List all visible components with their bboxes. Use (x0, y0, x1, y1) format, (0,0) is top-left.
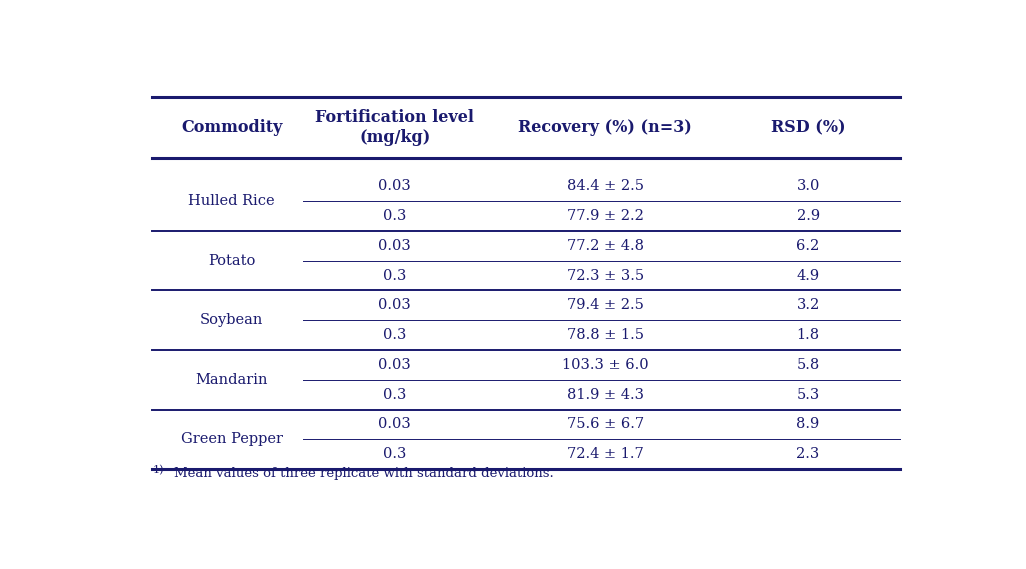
Text: 77.2 ± 4.8: 77.2 ± 4.8 (566, 239, 644, 253)
Text: Potato: Potato (208, 254, 255, 267)
Text: 0.3: 0.3 (383, 328, 406, 342)
Text: 8.9: 8.9 (796, 418, 820, 431)
Text: Recovery (%) (n=3): Recovery (%) (n=3) (518, 119, 693, 136)
Text: Fortification level
(mg/kg): Fortification level (mg/kg) (315, 109, 474, 146)
Text: 1.8: 1.8 (796, 328, 820, 342)
Text: 0.3: 0.3 (383, 269, 406, 283)
Text: 0.03: 0.03 (379, 298, 411, 312)
Text: 72.4 ± 1.7: 72.4 ± 1.7 (567, 447, 643, 461)
Text: 5.8: 5.8 (796, 358, 820, 372)
Text: 0.3: 0.3 (383, 387, 406, 402)
Text: RSD (%): RSD (%) (771, 119, 845, 136)
Text: Soybean: Soybean (200, 313, 264, 327)
Text: 78.8 ± 1.5: 78.8 ± 1.5 (566, 328, 644, 342)
Text: Mean values of three replicate with standard deviations.: Mean values of three replicate with stan… (174, 467, 554, 480)
Text: 0.03: 0.03 (379, 239, 411, 253)
Text: 0.03: 0.03 (379, 418, 411, 431)
Text: Mandarin: Mandarin (195, 373, 268, 387)
Text: 0.03: 0.03 (379, 179, 411, 193)
Text: Hulled Rice: Hulled Rice (189, 194, 275, 208)
Text: 2.3: 2.3 (796, 447, 820, 461)
Text: 1): 1) (153, 464, 164, 475)
Text: 72.3 ± 3.5: 72.3 ± 3.5 (566, 269, 644, 283)
Text: Commodity: Commodity (181, 119, 282, 136)
Text: 4.9: 4.9 (796, 269, 820, 283)
Text: 84.4 ± 2.5: 84.4 ± 2.5 (566, 179, 644, 193)
Text: 0.3: 0.3 (383, 209, 406, 223)
Text: 77.9 ± 2.2: 77.9 ± 2.2 (567, 209, 643, 223)
Text: 0.03: 0.03 (379, 358, 411, 372)
Text: 5.3: 5.3 (796, 387, 820, 402)
Text: 2.9: 2.9 (796, 209, 820, 223)
Text: Green Pepper: Green Pepper (181, 432, 282, 446)
Text: 103.3 ± 6.0: 103.3 ± 6.0 (562, 358, 648, 372)
Text: 3.0: 3.0 (796, 179, 820, 193)
Text: 79.4 ± 2.5: 79.4 ± 2.5 (567, 298, 643, 312)
Text: 81.9 ± 4.3: 81.9 ± 4.3 (566, 387, 644, 402)
Text: 0.3: 0.3 (383, 447, 406, 461)
Text: 6.2: 6.2 (796, 239, 820, 253)
Text: 75.6 ± 6.7: 75.6 ± 6.7 (566, 418, 644, 431)
Text: 3.2: 3.2 (796, 298, 820, 312)
